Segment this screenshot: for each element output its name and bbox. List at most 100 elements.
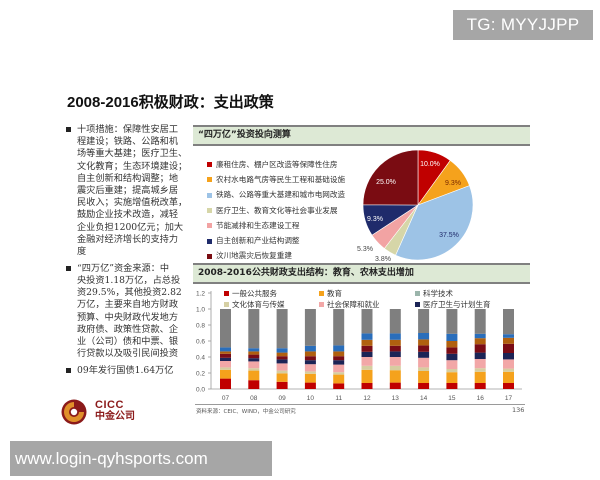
bar-segment [248, 351, 260, 355]
bar-segment [333, 372, 345, 375]
bar-segment [503, 371, 514, 383]
bar-segment [220, 369, 231, 379]
bar-segment [276, 348, 288, 353]
bar-segment [304, 382, 316, 389]
legend-swatch-icon [207, 238, 212, 244]
bar-segment [361, 339, 373, 346]
bar-segment [333, 351, 345, 357]
bullet-line: 预算、中央财政代发地方 [77, 311, 179, 323]
bar-segment [418, 371, 430, 383]
bar-segment [220, 351, 231, 354]
pie-legend-item: 廉租住房、棚户区改造等保障性住房 [207, 157, 345, 172]
y-tick-label: 1.0 [196, 307, 205, 314]
bar-segment [361, 357, 373, 366]
pie-slice-label: 3.8% [375, 256, 391, 263]
y-tick-label: 1.2 [196, 291, 205, 298]
bullet-line: 场等重大基建；医疗卫生、 [77, 148, 188, 160]
bar-segment [503, 383, 514, 389]
bar-segment [389, 351, 401, 357]
bar-segment [248, 380, 260, 389]
bar-segment [418, 345, 430, 352]
bar-segment [503, 337, 514, 344]
x-tick-label: 09 [278, 395, 286, 402]
pie-legend-item: 节能减排和生态建设工程 [207, 218, 345, 233]
pie-slice-label: 10.0% [420, 161, 440, 168]
bar-segment [389, 365, 401, 371]
bar-segment [276, 381, 288, 389]
bar-segment [389, 382, 401, 389]
legend-swatch-icon [207, 253, 212, 259]
bar-segment [474, 352, 486, 359]
bullet-line: 09年发行国债1.64万亿 [77, 364, 174, 376]
x-tick-label: 13 [392, 395, 400, 402]
bar-segment [361, 351, 373, 357]
bar-segment [248, 354, 260, 359]
legend-swatch-icon [415, 302, 420, 307]
bar-segment [389, 339, 401, 346]
bar-segment [389, 357, 401, 366]
page-number: 136 [512, 406, 525, 414]
bar-legend-label: 教育 [327, 289, 342, 298]
bar-segment [333, 364, 345, 373]
bar-segment [361, 333, 373, 340]
bar-segment [220, 378, 231, 389]
bar-segment [220, 357, 231, 361]
bar-segment [418, 333, 430, 340]
pie-slice-label: 9.3% [445, 180, 461, 187]
bar-segment [220, 353, 231, 358]
x-tick-label: 16 [477, 395, 485, 402]
bar-legend-label: 文化体育与传媒 [232, 300, 285, 309]
pie-legend: 廉租住房、棚户区改造等保障性住房 农村水电路气房等民生工程和基础设施 铁路、公路等重… [207, 157, 345, 264]
bar-segment [474, 309, 486, 334]
bar-segment [503, 309, 514, 335]
bar-segment [389, 309, 401, 334]
legend-swatch-icon [224, 302, 229, 307]
x-tick-label: 15 [448, 395, 456, 402]
bar-segment [361, 369, 373, 383]
legend-swatch-icon [207, 162, 212, 168]
bar-segment [361, 309, 373, 334]
bar-segment [474, 344, 486, 353]
x-tick-label: 12 [363, 395, 371, 402]
bar-segment [474, 338, 486, 345]
bar-legend-item: 教育 [319, 288, 342, 299]
x-tick-label: 07 [222, 395, 230, 402]
bar-segment [333, 345, 345, 352]
bar-segment [389, 370, 401, 383]
x-tick-label: 14 [420, 395, 428, 402]
logo-text: CICC 中金公司 [95, 399, 135, 423]
legend-swatch-icon [224, 291, 229, 296]
bullet-item: “四万亿”资金来源：中 央投资1.18万亿，占总投 资29.5%，其他投资2.82 万… [66, 263, 196, 361]
bar-legend-label: 一般公共服务 [232, 289, 277, 298]
bar-segment [220, 361, 231, 368]
watermark-bottom: www.login-qyhsports.com [10, 441, 272, 476]
y-tick-label: 0.4 [196, 355, 205, 362]
bullet-item: 09年发行国债1.64万亿 [66, 365, 196, 377]
bar-segment [446, 369, 458, 373]
bar-legend-item: 一般公共服务 [224, 288, 277, 299]
pie-legend-item: 农村水电路气房等民生工程和基础设施 [207, 172, 345, 187]
bar-segment [474, 368, 486, 372]
bar-segment [474, 383, 486, 389]
pie-legend-label: 节能减排和生态建设工程 [216, 220, 300, 230]
bar-segment [276, 373, 288, 382]
bar-legend-label: 医疗卫生与计划生育 [423, 300, 491, 309]
logo-text-en: CICC [95, 399, 124, 411]
pie-legend-label: 自主创新和产业结构调整 [216, 236, 300, 246]
bullet-line: 民收入；实施增值税改革， [77, 197, 188, 209]
bullet-line: 自主创新和结构调整；地 [77, 172, 179, 184]
bullet-line: 万亿，主要来自地方财政 [77, 299, 179, 311]
bar-segment [446, 347, 458, 354]
bullet-line: 鼓励企业技术改造，减轻 [77, 209, 179, 221]
pie-panel-header: “四万亿”投资投向测算 [193, 125, 530, 146]
pie-legend-label: 农村水电路气房等民生工程和基础设施 [216, 174, 346, 184]
legend-swatch-icon [319, 291, 324, 296]
bar-segment [304, 371, 316, 374]
bar-segment [474, 333, 486, 339]
bar-panel-header: 2008-2016公共财政支出结构：教育、农林支出增加 [193, 263, 530, 284]
bar-segment [389, 345, 401, 352]
bar-segment [220, 309, 231, 348]
bar-segment [503, 353, 514, 360]
bar-legend-item: 社会保障和就业 [319, 299, 380, 310]
x-tick-label: 10 [307, 395, 315, 402]
